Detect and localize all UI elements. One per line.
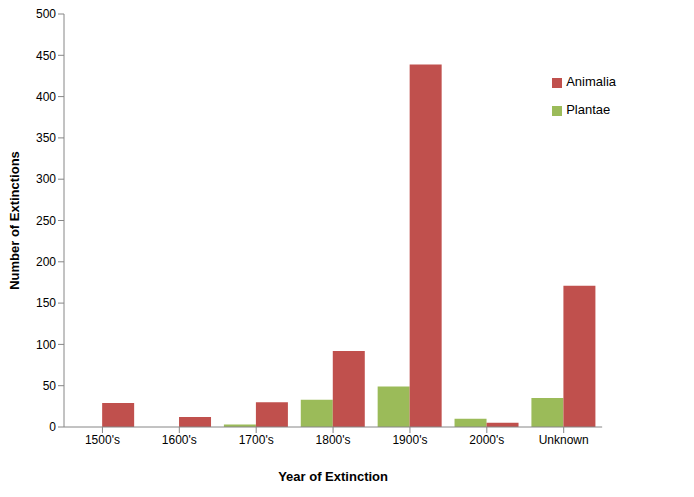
- svg-text:100: 100: [36, 338, 56, 352]
- svg-text:200: 200: [36, 255, 56, 269]
- svg-text:Unknown: Unknown: [539, 433, 589, 447]
- svg-text:450: 450: [36, 49, 56, 63]
- svg-text:150: 150: [36, 296, 56, 310]
- svg-text:400: 400: [36, 90, 56, 104]
- html-text:Plantae: Plantae: [566, 102, 611, 117]
- html-text:Animalia: Animalia: [566, 74, 616, 89]
- svg-text:350: 350: [36, 131, 56, 145]
- svg-text:500: 500: [36, 8, 56, 21]
- svg-text:1800's: 1800's: [316, 433, 351, 447]
- svg-text:50: 50: [43, 379, 57, 393]
- svg-text:Number of Extinctions: Number of Extinctions: [8, 151, 22, 290]
- svg-text:2000's: 2000's: [469, 433, 504, 447]
- svg-text:250: 250: [36, 214, 56, 228]
- svg-text:300: 300: [36, 172, 56, 186]
- svg-text:1500's: 1500's: [85, 433, 120, 447]
- svg-text:1700's: 1700's: [239, 433, 274, 447]
- svg-text:0: 0: [49, 420, 56, 434]
- svg-text:Year of Extinction: Year of Extinction: [278, 469, 388, 484]
- svg-text:1900's: 1900's: [392, 433, 427, 447]
- svg-text:1600's: 1600's: [162, 433, 197, 447]
